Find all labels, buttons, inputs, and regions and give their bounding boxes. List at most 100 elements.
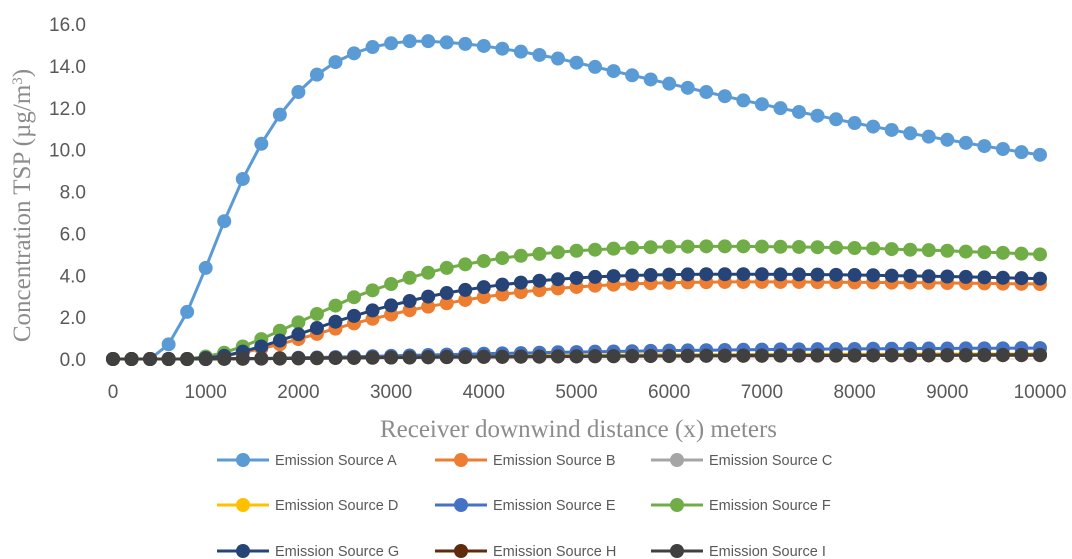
series-line bbox=[113, 39, 1041, 361]
data-point bbox=[513, 275, 528, 290]
data-point bbox=[829, 267, 844, 282]
data-point bbox=[717, 348, 732, 363]
data-point bbox=[402, 294, 417, 309]
data-point bbox=[662, 348, 677, 363]
data-point bbox=[995, 245, 1010, 260]
legend-swatch-marker bbox=[236, 453, 250, 467]
data-point bbox=[476, 349, 491, 364]
data-point bbox=[810, 240, 825, 255]
y-tick-label: 0.0 bbox=[60, 350, 86, 371]
data-point bbox=[439, 260, 454, 275]
y-tick-label: 2.0 bbox=[60, 308, 86, 329]
data-point bbox=[680, 80, 695, 95]
data-point bbox=[439, 286, 454, 301]
data-point bbox=[309, 351, 324, 366]
data-point bbox=[977, 347, 992, 362]
data-point bbox=[958, 348, 973, 363]
data-point bbox=[513, 44, 528, 59]
data-point bbox=[291, 85, 306, 100]
data-point bbox=[866, 268, 881, 283]
data-point bbox=[995, 141, 1010, 156]
data-point bbox=[1014, 145, 1029, 160]
data-point bbox=[736, 93, 751, 108]
data-point bbox=[180, 304, 195, 319]
data-point bbox=[773, 239, 788, 254]
data-point bbox=[328, 55, 343, 70]
data-point bbox=[736, 239, 751, 254]
data-point bbox=[1033, 247, 1047, 262]
data-point bbox=[476, 280, 491, 295]
data-point bbox=[680, 239, 695, 254]
data-point bbox=[588, 349, 603, 364]
data-point bbox=[921, 269, 936, 284]
y-axis-title: Concentration TSP (µg/m3) bbox=[9, 69, 36, 342]
data-point bbox=[365, 40, 380, 55]
data-point bbox=[1014, 271, 1029, 286]
data-point bbox=[254, 136, 269, 151]
data-point bbox=[866, 241, 881, 256]
data-point bbox=[903, 348, 918, 363]
data-point bbox=[884, 348, 899, 363]
data-point bbox=[328, 350, 343, 365]
data-point bbox=[439, 349, 454, 364]
x-tick-label: 2000 bbox=[277, 382, 319, 403]
data-point bbox=[180, 352, 195, 366]
data-point bbox=[588, 269, 603, 284]
data-point bbox=[495, 251, 510, 266]
data-point bbox=[754, 239, 769, 254]
y-tick-label: 10.0 bbox=[49, 141, 86, 162]
x-tick-label: 4000 bbox=[463, 382, 505, 403]
y-tick-label: 16.0 bbox=[49, 15, 86, 36]
legend-item: Emission Source B bbox=[435, 453, 616, 469]
data-point bbox=[995, 347, 1010, 362]
data-point bbox=[421, 289, 436, 304]
data-point bbox=[476, 38, 491, 53]
data-point bbox=[829, 112, 844, 127]
data-point bbox=[550, 51, 565, 66]
data-point bbox=[588, 59, 603, 74]
data-point bbox=[569, 55, 584, 70]
y-axis-title-superscript: 3 bbox=[10, 77, 26, 85]
data-point bbox=[866, 119, 881, 134]
data-point bbox=[309, 321, 324, 336]
data-point bbox=[643, 240, 658, 255]
data-point bbox=[291, 315, 306, 330]
data-point bbox=[754, 97, 769, 112]
data-point bbox=[940, 243, 955, 258]
data-point bbox=[847, 348, 862, 363]
legend-label: Emission Source D bbox=[275, 498, 398, 514]
x-tick-label: 5000 bbox=[555, 382, 597, 403]
data-point bbox=[643, 268, 658, 283]
data-point bbox=[402, 270, 417, 285]
data-point bbox=[532, 349, 547, 364]
data-point bbox=[217, 351, 232, 366]
data-point bbox=[903, 268, 918, 283]
legend-label: Emission Source A bbox=[275, 453, 397, 469]
legend-label: Emission Source F bbox=[709, 498, 831, 514]
data-point bbox=[235, 351, 250, 366]
legend-swatch-marker bbox=[670, 498, 684, 512]
data-point bbox=[161, 352, 176, 366]
data-point bbox=[958, 244, 973, 259]
data-point bbox=[532, 273, 547, 288]
data-point bbox=[625, 240, 640, 255]
data-point bbox=[272, 323, 287, 338]
data-point bbox=[884, 268, 899, 283]
data-point bbox=[866, 348, 881, 363]
data-point bbox=[569, 270, 584, 285]
legend-label: Emission Source B bbox=[493, 453, 616, 469]
legend-item: Emission Source F bbox=[651, 498, 831, 514]
data-point bbox=[810, 108, 825, 123]
data-point bbox=[791, 267, 806, 282]
data-point bbox=[643, 348, 658, 363]
data-point bbox=[680, 348, 695, 363]
data-point bbox=[513, 248, 528, 263]
series-line bbox=[113, 244, 1041, 361]
data-point bbox=[736, 267, 751, 282]
data-point bbox=[161, 337, 176, 352]
data-point bbox=[550, 272, 565, 287]
y-tick-label: 4.0 bbox=[60, 266, 86, 287]
data-point bbox=[458, 257, 473, 272]
legend-swatch-marker bbox=[236, 544, 250, 558]
